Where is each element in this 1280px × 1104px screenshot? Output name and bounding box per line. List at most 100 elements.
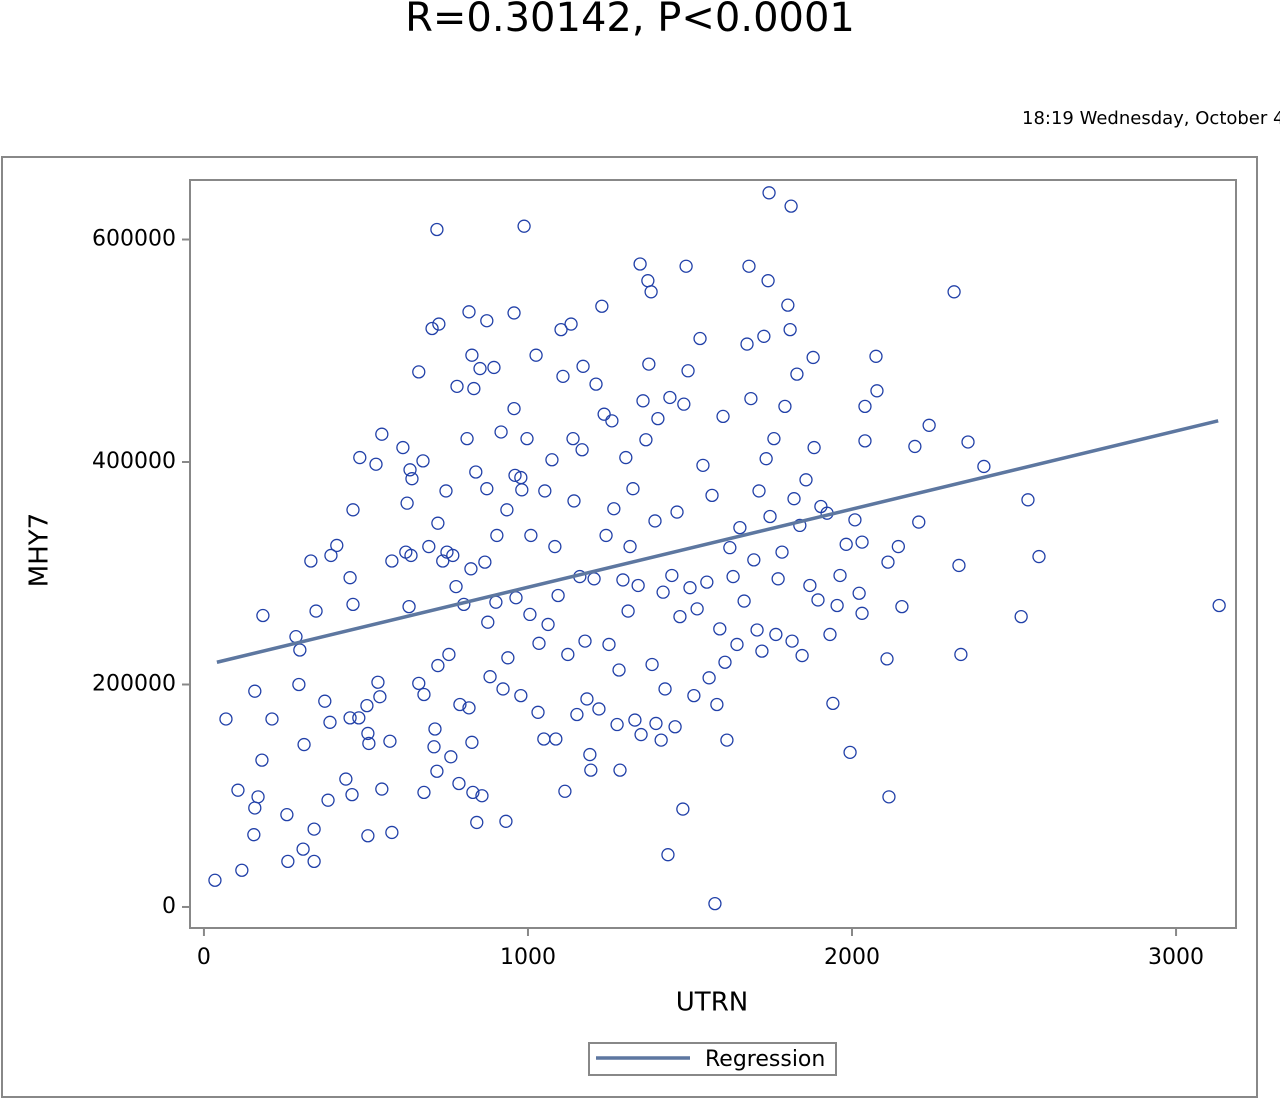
point — [538, 484, 552, 498]
point — [755, 644, 769, 658]
point — [690, 602, 704, 616]
point — [619, 450, 633, 465]
point — [651, 411, 665, 426]
point — [895, 599, 909, 614]
point — [373, 690, 387, 704]
point — [785, 634, 799, 648]
point — [693, 331, 707, 346]
point — [464, 562, 478, 576]
point — [882, 790, 896, 804]
point — [248, 801, 262, 815]
point — [730, 637, 744, 652]
point — [481, 615, 495, 629]
point — [716, 409, 730, 424]
point — [708, 896, 722, 911]
point — [833, 568, 847, 583]
point — [450, 379, 464, 394]
point — [597, 407, 611, 421]
point — [922, 418, 936, 432]
point — [633, 257, 647, 271]
point — [961, 435, 975, 449]
point — [720, 733, 734, 747]
point — [524, 528, 538, 543]
point — [747, 553, 761, 567]
point — [231, 783, 245, 797]
point — [567, 494, 581, 508]
point — [830, 598, 844, 613]
point — [602, 637, 616, 652]
point — [870, 384, 884, 398]
point — [489, 595, 503, 609]
point — [843, 745, 857, 759]
plot-frame — [189, 179, 1237, 929]
point — [592, 702, 606, 716]
point — [1021, 493, 1035, 507]
point — [402, 599, 416, 614]
point — [465, 348, 479, 362]
point — [412, 365, 426, 379]
point — [375, 427, 389, 441]
point — [432, 317, 446, 331]
point — [710, 697, 724, 712]
point — [649, 716, 663, 731]
point — [679, 259, 693, 273]
point — [483, 670, 497, 684]
point — [858, 399, 872, 414]
point — [740, 337, 754, 351]
point — [462, 305, 476, 319]
point — [852, 586, 866, 600]
point — [545, 453, 559, 467]
point — [297, 737, 311, 752]
point — [417, 785, 431, 800]
point — [855, 535, 869, 549]
point — [912, 515, 926, 529]
point — [453, 697, 467, 712]
point — [784, 199, 798, 213]
point — [446, 548, 460, 563]
point — [362, 736, 376, 751]
point — [548, 539, 562, 554]
point — [869, 349, 883, 363]
point — [412, 676, 426, 691]
x-axis-label: UTRN — [676, 988, 748, 1018]
point — [793, 518, 807, 533]
point — [208, 873, 222, 887]
point — [405, 472, 419, 486]
point — [490, 528, 504, 543]
point — [403, 463, 417, 477]
point — [487, 360, 501, 375]
point — [767, 431, 781, 446]
point — [570, 707, 584, 722]
point — [612, 663, 626, 677]
point — [661, 848, 675, 862]
point — [549, 732, 563, 746]
point — [823, 627, 837, 642]
point — [644, 285, 658, 299]
legend-label: Regression — [705, 1047, 825, 1072]
point — [848, 513, 862, 527]
y-tick-label: 0 — [162, 894, 176, 919]
point — [702, 671, 716, 685]
point — [499, 814, 513, 828]
point — [613, 763, 627, 777]
point — [385, 554, 399, 568]
point — [339, 772, 353, 786]
point — [759, 452, 773, 466]
point — [718, 655, 732, 669]
legend-box — [588, 1042, 837, 1076]
point — [556, 369, 570, 383]
outer-frame — [1, 156, 1258, 1098]
point — [781, 298, 795, 312]
point — [417, 687, 431, 702]
point — [343, 711, 357, 725]
point — [375, 782, 389, 796]
point — [323, 715, 337, 729]
point — [430, 222, 444, 237]
point — [531, 705, 545, 719]
point — [744, 391, 758, 406]
point — [371, 675, 385, 689]
point — [523, 607, 537, 622]
point — [803, 578, 817, 593]
point — [361, 829, 375, 843]
